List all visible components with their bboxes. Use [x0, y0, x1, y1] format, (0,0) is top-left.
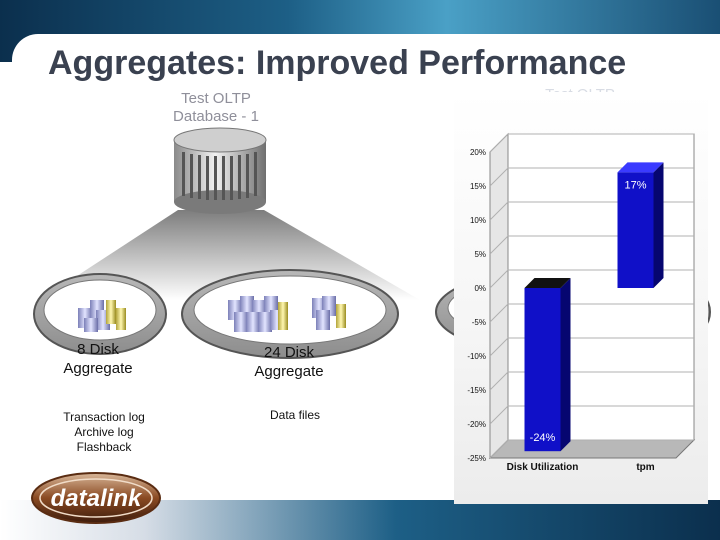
bar [617, 172, 654, 288]
bar-top [524, 278, 571, 288]
database-icon [173, 127, 267, 214]
y-tick-label: 15% [470, 182, 486, 191]
aggregate-label-8: 8 Disk Aggregate [63, 341, 133, 377]
bar-side [653, 162, 664, 288]
bar-data-label: 17% [624, 179, 646, 191]
grid-line [489, 303, 694, 323]
y-tick-label: -15% [467, 386, 486, 395]
y-tick-label: -5% [472, 318, 486, 327]
y-tick-label: -25% [467, 454, 486, 463]
bar-data-label: -24% [530, 432, 556, 444]
x-category-label: tpm [636, 462, 654, 473]
aggregate-note-8: Transaction log Archive log Flashback [63, 410, 145, 454]
disk-group-8 [78, 300, 126, 332]
y-tick-label: 10% [470, 216, 486, 225]
bar-chart: 20% 15% 10% 5% 0% -5% -10% -15% -20% -25% -24% Disk… [467, 132, 696, 473]
grid-line [489, 371, 694, 391]
y-tick-label: -20% [467, 420, 486, 429]
y-tick-label: -10% [467, 352, 486, 361]
chart-floor [488, 439, 696, 459]
grid-line [489, 133, 694, 153]
bar-top [617, 162, 664, 173]
grid-line [489, 337, 694, 357]
y-tick-label: 20% [470, 148, 486, 157]
aggregate-note-24: Data files [269, 408, 321, 422]
logo-text: datalink [51, 485, 143, 512]
bar-side [560, 278, 571, 452]
database-label: Test OLTP Database - 1 [173, 90, 259, 125]
aggregate-label-24: 24 Disk Aggregate [254, 344, 324, 380]
grid-line [489, 439, 694, 459]
grid-line [489, 405, 694, 425]
disk-group-24 [228, 296, 346, 332]
x-category-label: Disk Utilization [507, 462, 579, 473]
bar [524, 288, 561, 452]
y-tick-label: 5% [474, 250, 486, 259]
y-tick-label: 0% [474, 284, 486, 293]
slide-title: Aggregates: Improved Performance [48, 44, 627, 82]
datalink-logo: datalink [31, 472, 161, 524]
